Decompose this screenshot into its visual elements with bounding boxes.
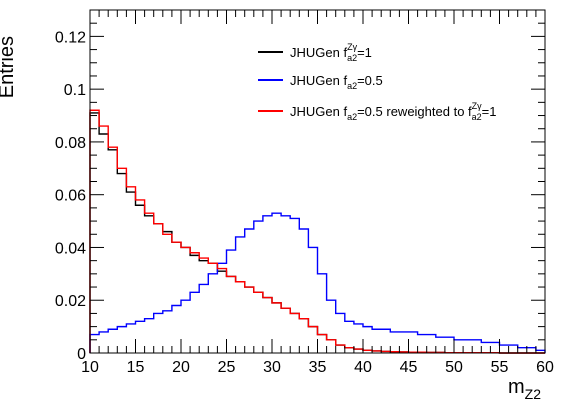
x-axis-title: mZ2 (508, 376, 541, 402)
x-tick-labels: 10 15 20 25 30 35 40 45 50 55 60 (81, 359, 554, 376)
x-tick-label: 40 (354, 359, 372, 376)
x-tick-label: 30 (263, 359, 281, 376)
legend-red-label: JHUGen fa2=0.5 reweighted to fZγ a2=1 (290, 101, 497, 122)
histogram-series-layer (89, 109, 546, 354)
y-tick-label: 0.04 (55, 240, 86, 257)
x-tick-label: 15 (127, 359, 145, 376)
x-tick-label: 45 (400, 359, 418, 376)
y-tick-label: 0.1 (64, 82, 86, 99)
histogram-red-series (89, 109, 545, 354)
axis-ticks (89, 9, 546, 354)
x-tick-label: 35 (309, 359, 327, 376)
x-tick-label: 55 (491, 359, 509, 376)
x-tick-label: 60 (536, 359, 554, 376)
x-tick-label: 10 (81, 359, 99, 376)
y-tick-label: 0.02 (55, 293, 86, 310)
x-axis-title-subscript: Z2 (525, 386, 542, 402)
y-tick-label: 0.06 (55, 188, 86, 205)
legend-black-label: JHUGen fZγ a2=1 (290, 42, 372, 63)
legend-blue-label: JHUGen fa2=0.5 (290, 73, 383, 91)
legend: JHUGen fZγ a2=1 JHUGen fa2=0.5 JHUGen fa2=0… (258, 42, 497, 122)
plot-frame (89, 9, 546, 354)
histogram-black-series (89, 112, 545, 354)
y-tick-label: 0 (77, 346, 86, 363)
y-tick-label: 0.08 (55, 135, 86, 152)
x-tick-label: 50 (445, 359, 463, 376)
x-tick-label: 20 (172, 359, 190, 376)
x-tick-label: 25 (218, 359, 236, 376)
x-axis-title-base: m (508, 376, 525, 398)
y-tick-label: 0.12 (55, 29, 86, 46)
y-tick-labels: 0 0.02 0.04 0.06 0.08 0.1 0.12 (55, 29, 86, 363)
y-axis-title: Entries (0, 36, 18, 98)
